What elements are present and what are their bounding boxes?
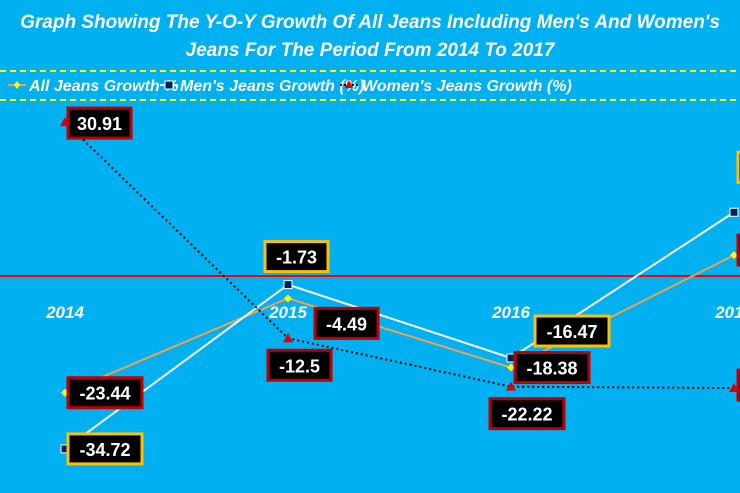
data-label-box — [313, 306, 380, 340]
data-point-all — [284, 294, 292, 303]
data-label: -1.73 — [276, 248, 317, 268]
data-label: -22.22 — [501, 405, 552, 425]
data-point-women — [283, 333, 293, 343]
x-tick-label: 2016 — [491, 303, 530, 322]
data-point-men — [283, 280, 293, 290]
data-label-box — [533, 314, 611, 348]
series-line — [64, 254, 735, 394]
data-label-box — [513, 351, 591, 385]
data-label-box — [66, 106, 133, 140]
data-point-all — [507, 363, 515, 372]
data-label: -16.47 — [546, 322, 597, 342]
data-label-box — [266, 348, 333, 382]
data-label: 30.91 — [77, 114, 122, 134]
data-label-box — [736, 150, 740, 184]
series-line — [64, 211, 735, 450]
legend-label-men: Men's Jeans Growth (%) — [180, 78, 364, 95]
data-label: -12.5 — [279, 356, 320, 376]
legend-diamond-icon — [14, 81, 20, 89]
data-label-box — [66, 376, 144, 410]
series-line — [64, 121, 735, 390]
data-label: -18.38 — [526, 359, 577, 379]
data-label-box — [66, 432, 144, 466]
data-label-box — [263, 240, 330, 274]
x-tick-label: 2015 — [268, 303, 307, 322]
x-tick-label: 2014 — [45, 303, 84, 322]
data-label-box — [736, 368, 740, 402]
chart-title-line-2: Jeans For The Period From 2014 To 2017 — [186, 40, 556, 61]
data-point-all — [730, 251, 738, 260]
data-label: -23.44 — [79, 384, 130, 404]
legend: All Jeans Growth % Men's Jeans Growth (%… — [8, 78, 572, 95]
legend-label-all: All Jeans Growth % — [28, 78, 178, 95]
data-point-women — [506, 381, 516, 391]
data-label-box — [488, 397, 566, 431]
legend-square-icon — [164, 80, 174, 90]
chart-title-line-1: Graph Showing The Y-O-Y Growth Of All Je… — [20, 12, 720, 33]
data-label: -34.72 — [79, 440, 130, 460]
legend-triangle-icon — [345, 80, 353, 88]
data-label-box — [736, 233, 740, 267]
data-label: -4.49 — [326, 314, 367, 334]
x-tick-label: 2017 — [714, 303, 740, 322]
legend-label-women: Women's Jeans Growth (%) — [362, 78, 572, 95]
data-point-men — [729, 207, 739, 217]
